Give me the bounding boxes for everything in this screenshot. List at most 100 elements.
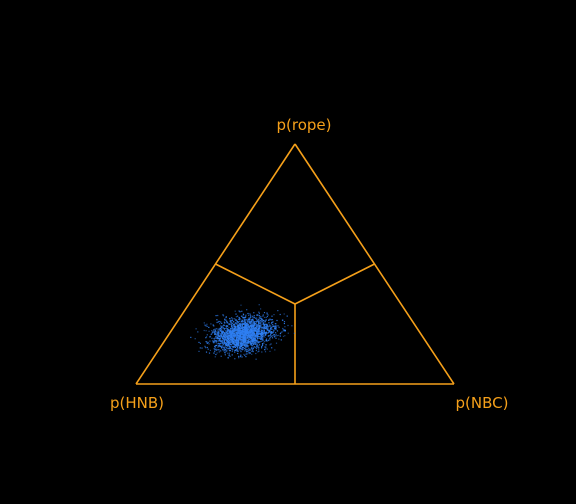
posterior-sample-point [216,319,218,321]
posterior-sample-point [215,332,217,334]
posterior-sample-point [227,334,230,336]
posterior-sample-point [253,315,255,317]
posterior-sample-point [238,357,240,359]
posterior-sample-point [253,333,255,335]
posterior-sample-point [254,342,256,344]
posterior-sample-point [262,332,264,334]
posterior-sample-point [270,328,272,330]
posterior-sample-point [238,336,240,338]
posterior-sample-point [236,341,238,343]
posterior-sample-point [226,328,228,330]
posterior-sample-point [275,342,278,344]
posterior-sample-point [264,326,266,328]
posterior-sample-point [251,318,254,320]
posterior-sample-point [226,320,228,322]
posterior-sample-point [275,324,277,327]
posterior-sample-point [244,343,246,345]
posterior-sample-point [229,332,231,334]
posterior-sample-point [245,338,247,341]
posterior-sample-point [223,324,225,327]
posterior-sample-point [232,340,235,342]
posterior-sample-point [258,320,260,322]
posterior-sample-point [258,304,260,306]
posterior-sample-point [233,338,235,340]
posterior-sample-point [235,322,237,325]
posterior-sample-point [242,348,244,350]
posterior-sample-point [239,325,242,328]
posterior-sample-point [226,333,228,336]
posterior-sample-point [190,336,192,338]
posterior-sample-point [238,317,240,319]
posterior-sample-point [228,338,230,340]
posterior-sample-point [254,343,257,345]
posterior-sample-point [232,321,234,323]
posterior-sample-point [246,324,248,326]
posterior-sample-point [213,330,215,332]
posterior-sample-point [248,335,250,337]
posterior-sample-point [223,343,225,345]
posterior-sample-point [240,338,242,340]
posterior-sample-point [220,350,222,352]
posterior-sample-point [252,343,255,346]
posterior-sample-point [199,347,201,349]
posterior-sample-point [208,326,210,328]
posterior-sample-point [235,339,237,341]
posterior-sample-point [245,328,247,330]
posterior-sample-point [240,339,242,341]
posterior-sample-point [283,321,286,323]
posterior-sample-point [240,323,242,325]
posterior-sample-point [258,346,260,348]
posterior-sample-point [259,331,261,333]
posterior-sample-point [246,322,248,324]
posterior-sample-point [236,346,238,348]
posterior-sample-point [273,335,275,337]
posterior-sample-point [240,327,242,330]
posterior-sample-point [222,349,224,351]
posterior-sample-point [237,350,239,352]
posterior-sample-point [235,327,237,329]
posterior-sample-point [205,336,208,338]
posterior-sample-point [257,333,259,335]
posterior-sample-point [266,340,268,342]
posterior-sample-point [270,325,272,327]
posterior-sample-point [214,342,216,344]
posterior-sample-point [234,329,237,331]
posterior-sample-point [250,334,252,336]
posterior-sample-point [247,325,249,327]
posterior-sample-point [241,310,243,312]
posterior-sample-point [253,327,255,329]
posterior-sample-point [248,329,250,331]
posterior-sample-point [213,352,215,354]
posterior-sample-point [271,347,273,349]
posterior-sample-point [264,321,266,323]
posterior-sample-point [271,337,274,339]
posterior-sample-point [277,325,279,327]
posterior-sample-point [263,320,265,322]
posterior-sample-point [275,333,277,335]
posterior-points [190,304,295,360]
posterior-sample-point [239,318,241,320]
posterior-sample-point [251,324,253,326]
posterior-sample-point [232,332,234,334]
posterior-sample-point [248,347,250,349]
posterior-sample-point [206,341,208,343]
posterior-sample-point [284,335,286,337]
posterior-sample-point [286,315,288,317]
posterior-sample-point [235,313,237,315]
posterior-sample-point [222,344,224,346]
posterior-sample-point [232,339,234,341]
posterior-sample-point [246,343,248,345]
posterior-sample-point [248,319,250,321]
posterior-sample-point [216,336,218,338]
posterior-sample-point [238,329,240,331]
posterior-sample-point [266,312,268,314]
posterior-sample-point [204,345,206,347]
posterior-sample-point [252,315,254,317]
posterior-sample-point [240,344,242,347]
posterior-sample-point [248,330,250,332]
posterior-sample-point [226,321,228,324]
posterior-sample-point [245,335,247,337]
posterior-sample-point [240,342,242,345]
posterior-sample-point [248,328,250,330]
posterior-sample-point [245,346,247,348]
